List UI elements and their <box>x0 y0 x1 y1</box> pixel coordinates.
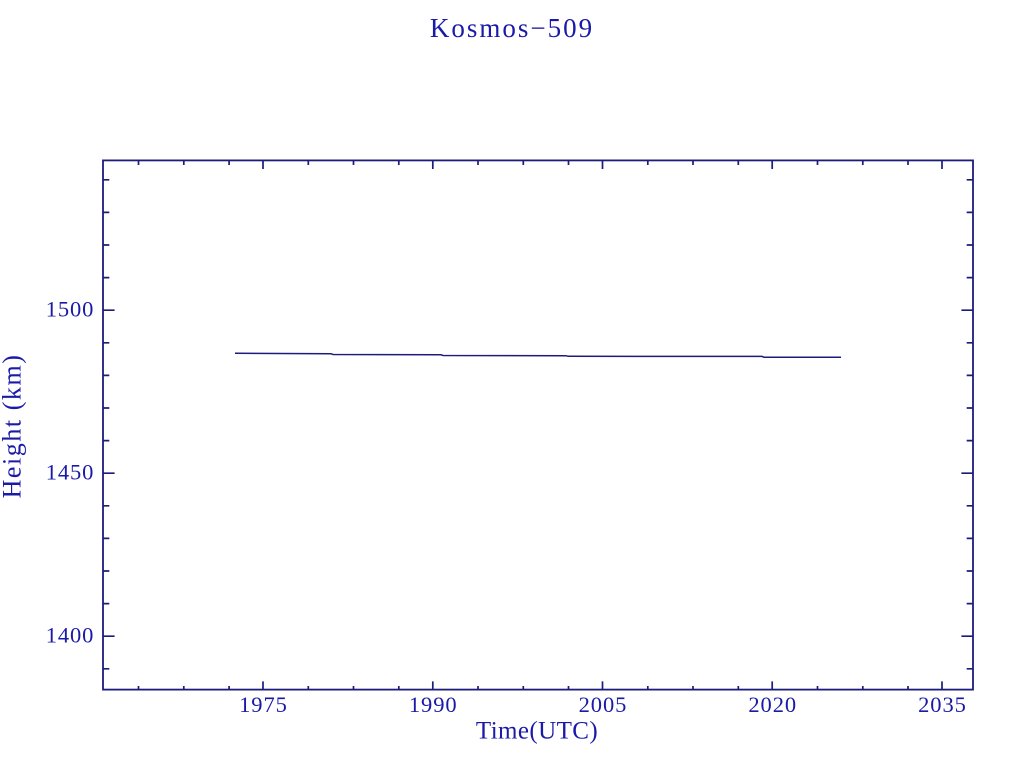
svg-text:2005: 2005 <box>579 692 628 717</box>
svg-text:Time(UTC): Time(UTC) <box>476 718 598 745</box>
svg-text:1500: 1500 <box>46 297 95 322</box>
svg-text:1975: 1975 <box>239 692 288 717</box>
svg-text:1990: 1990 <box>409 692 458 717</box>
svg-text:Height (km): Height (km) <box>0 354 27 499</box>
svg-text:1450: 1450 <box>46 460 95 485</box>
svg-text:2035: 2035 <box>918 692 967 717</box>
svg-text:2020: 2020 <box>748 692 797 717</box>
svg-text:Kosmos−509: Kosmos−509 <box>430 13 594 43</box>
svg-text:1400: 1400 <box>46 623 95 648</box>
